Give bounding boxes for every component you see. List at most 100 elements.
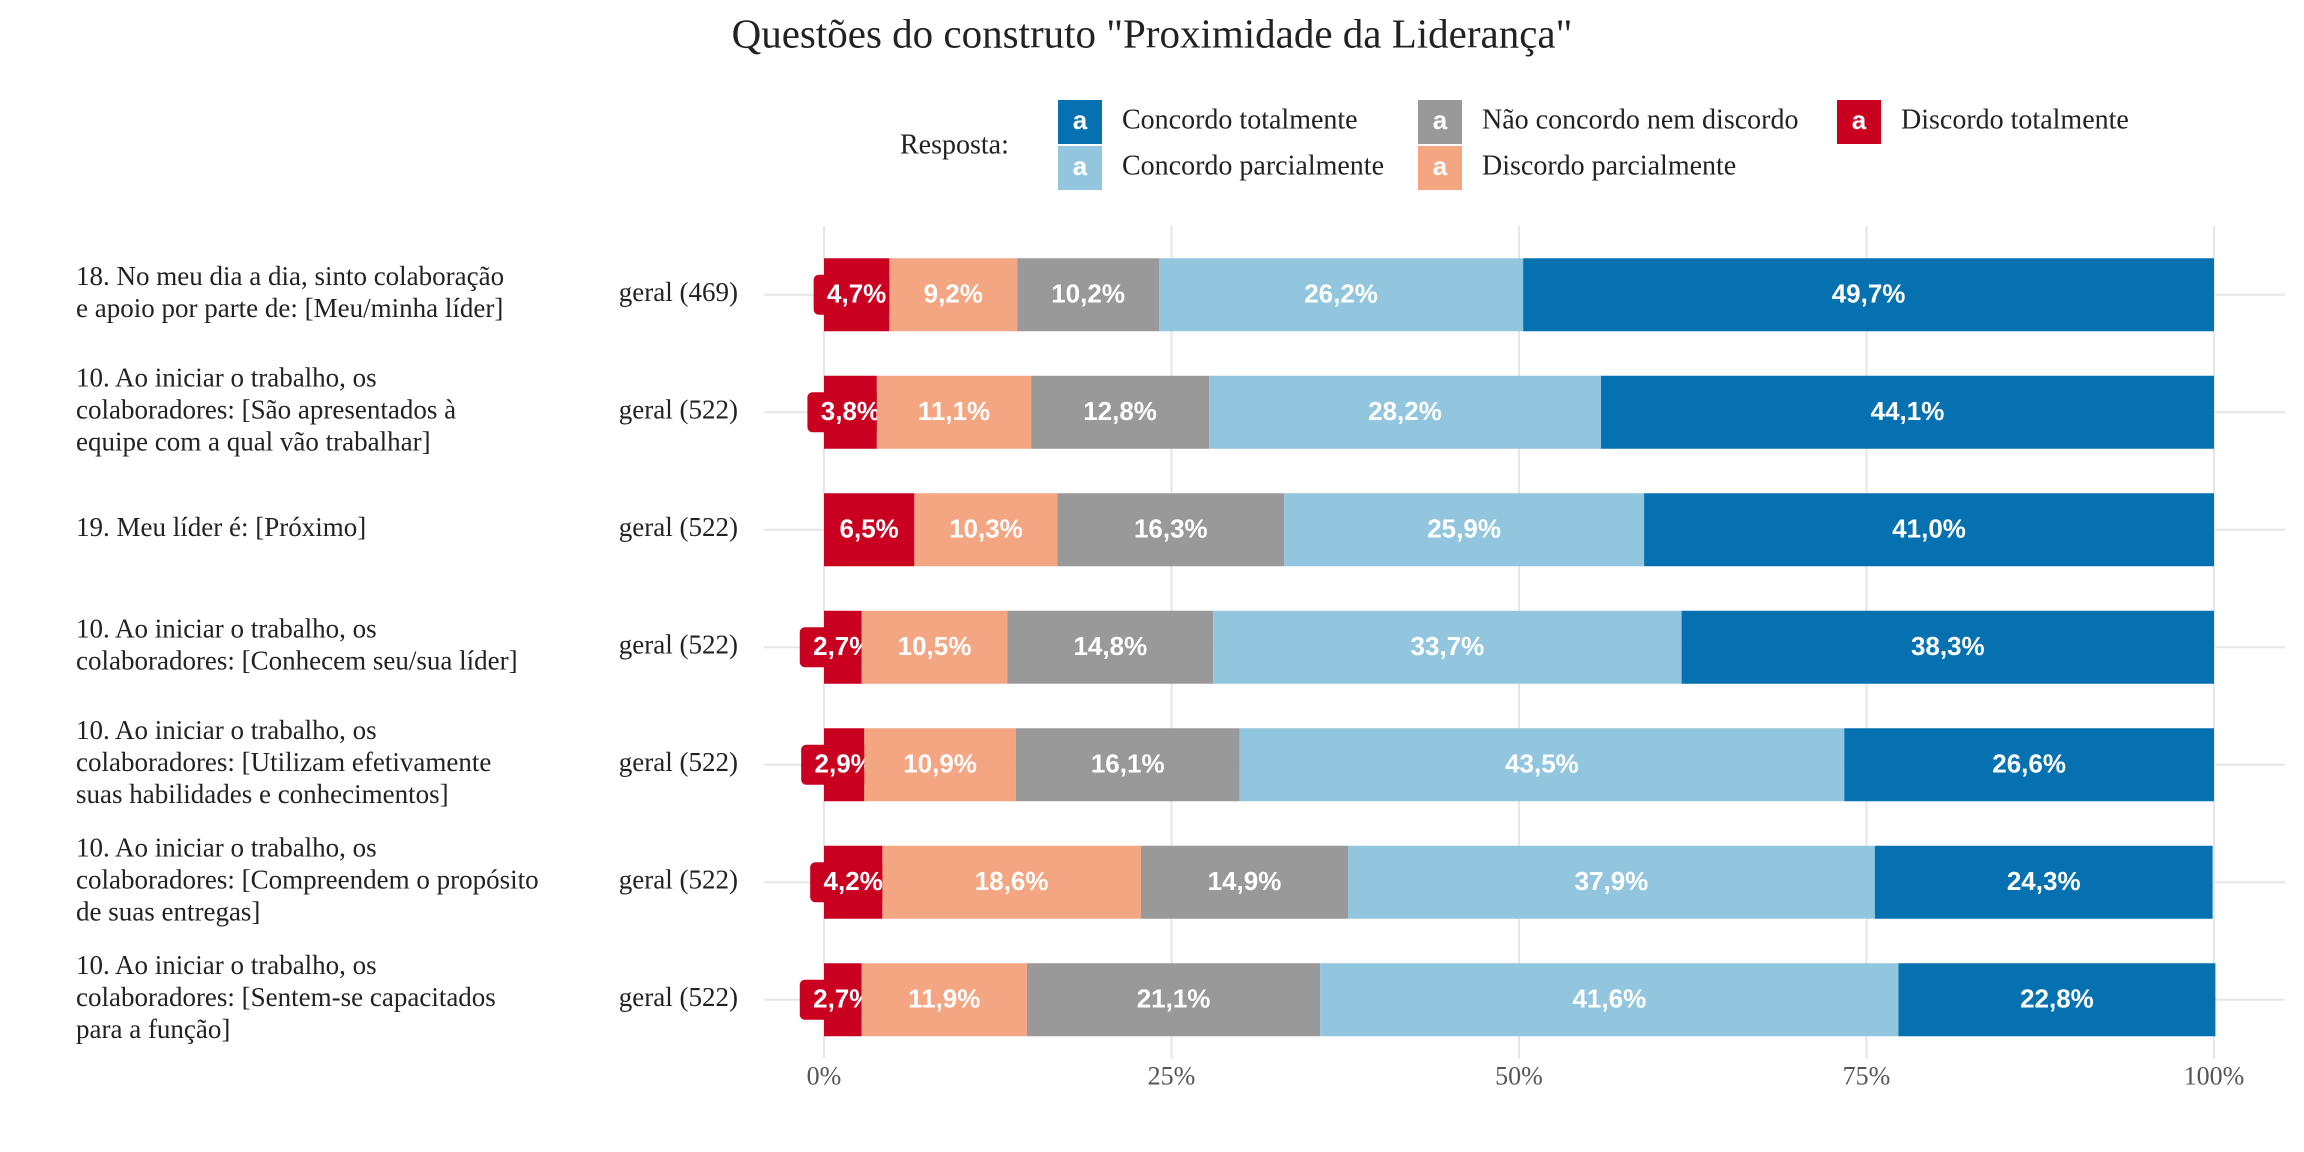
row-label: geral (522)	[619, 512, 738, 542]
value-label: 6,5%	[840, 514, 899, 544]
bar-segment	[876, 375, 1032, 449]
x-tick-label: 100%	[2184, 1061, 2245, 1090]
bar-segment	[864, 728, 1016, 802]
value-label: 43,5%	[1505, 749, 1579, 779]
category-label: 19. Meu líder é: [Próximo]	[76, 512, 366, 542]
category-label: 10. Ao iniciar o trabalho, os	[76, 832, 377, 862]
value-label: 41,0%	[1892, 514, 1966, 544]
x-tick-label: 75%	[1843, 1061, 1891, 1090]
value-label: 10,3%	[949, 514, 1023, 544]
bar-segment	[1898, 963, 2216, 1037]
value-label: 22,8%	[2020, 984, 2094, 1014]
x-tick-label: 25%	[1148, 1061, 1196, 1090]
bar-segment	[824, 493, 915, 567]
value-label: 10,2%	[1051, 279, 1125, 309]
legend-key	[1418, 146, 1462, 190]
label-box	[807, 392, 894, 433]
bar-segment	[861, 963, 1027, 1037]
bar-segment	[1015, 728, 1240, 802]
bar-segment	[1681, 610, 2214, 684]
bar-segment	[1874, 845, 2213, 919]
row-label: geral (522)	[619, 864, 738, 894]
chart-title: Questões do construto "Proximidade da Li…	[732, 10, 1573, 56]
bar-segment	[861, 610, 1008, 684]
value-label: 49,7%	[1832, 279, 1906, 309]
bar-segment	[1348, 845, 1875, 919]
bar-segment	[1057, 493, 1285, 567]
value-label: 4,2%	[824, 866, 883, 896]
bar-segment	[1523, 258, 2214, 332]
value-label: 26,6%	[1992, 749, 2066, 779]
value-label: 38,3%	[1911, 631, 1985, 661]
bar-segment	[1844, 728, 2214, 802]
bar-segment	[1644, 493, 2214, 567]
category-label: suas habilidades e conhecimentos]	[76, 779, 449, 809]
row-label: geral (522)	[619, 747, 738, 777]
legend-key-text: a	[1073, 151, 1088, 181]
bar-segment	[1209, 375, 1602, 449]
legend-label: Concordo parcialmente	[1122, 150, 1384, 181]
value-label: 9,2%	[924, 279, 983, 309]
category-label: colaboradores: [Utilizam efetivamente	[76, 747, 491, 777]
value-label: 25,9%	[1427, 514, 1501, 544]
value-label: 16,3%	[1134, 514, 1208, 544]
value-label: 4,7%	[827, 279, 886, 309]
value-label: 37,9%	[1575, 866, 1649, 896]
bar-segment	[1031, 375, 1210, 449]
label-box	[810, 862, 897, 903]
category-label: 10. Ao iniciar o trabalho, os	[76, 613, 377, 643]
value-label: 18,6%	[975, 866, 1049, 896]
value-label: 41,6%	[1572, 984, 1646, 1014]
value-label: 10,5%	[898, 631, 972, 661]
bar-segment	[889, 258, 1018, 332]
legend-key	[1418, 100, 1462, 144]
legend-title: Resposta:	[900, 129, 1009, 160]
bar-segment	[1026, 963, 1321, 1037]
legend-label: Discordo totalmente	[1901, 104, 2129, 135]
legend-label: Não concordo nem discordo	[1482, 104, 1798, 135]
category-label: de suas entregas]	[76, 896, 260, 926]
bar-segment	[1239, 728, 1845, 802]
bar-segment	[1284, 493, 1645, 567]
category-label: 10. Ao iniciar o trabalho, os	[76, 362, 377, 392]
bar-segment	[1320, 963, 1899, 1037]
value-label: 10,9%	[903, 749, 977, 779]
category-label: colaboradores: [Compreendem o propósito	[76, 864, 539, 894]
x-tick-label: 0%	[807, 1061, 842, 1090]
row-label: geral (522)	[619, 394, 738, 424]
row-label: geral (469)	[619, 277, 738, 307]
legend-key	[1058, 100, 1102, 144]
bar-segment	[1213, 610, 1682, 684]
bar-segment	[1007, 610, 1214, 684]
value-label: 28,2%	[1368, 396, 1442, 426]
legend-label: Concordo totalmente	[1122, 104, 1358, 135]
value-label: 11,1%	[918, 396, 990, 426]
value-label: 2,9%	[815, 749, 874, 779]
value-label: 16,1%	[1091, 749, 1165, 779]
category-label: equipe com a qual vão trabalhar]	[76, 426, 431, 456]
category-label: para a função]	[76, 1014, 230, 1044]
category-label: colaboradores: [São apresentados à	[76, 394, 456, 424]
value-label: 33,7%	[1411, 631, 1485, 661]
legend-key-text: a	[1073, 105, 1088, 135]
value-label: 26,2%	[1304, 279, 1378, 309]
label-box	[813, 274, 900, 315]
legend-key-text: a	[1433, 151, 1448, 181]
bar-segment	[882, 845, 1141, 919]
category-label: colaboradores: [Conhecem seu/sua líder]	[76, 645, 518, 675]
category-label: e apoio por parte de: [Meu/minha líder]	[76, 293, 503, 323]
value-label: 14,9%	[1208, 866, 1282, 896]
value-label: 24,3%	[2007, 866, 2081, 896]
value-label: 12,8%	[1083, 396, 1157, 426]
legend-label: Discordo parcialmente	[1482, 150, 1736, 181]
value-label: 11,9%	[908, 984, 980, 1014]
bar-segment	[1017, 258, 1159, 332]
category-label: 10. Ao iniciar o trabalho, os	[76, 950, 377, 980]
category-label: colaboradores: [Sentem-se capacitados	[76, 982, 496, 1012]
row-label: geral (522)	[619, 629, 738, 659]
bar-segment	[1158, 258, 1524, 332]
legend-key-text: a	[1852, 105, 1867, 135]
x-tick-label: 50%	[1495, 1061, 1543, 1090]
value-label: 44,1%	[1871, 396, 1945, 426]
